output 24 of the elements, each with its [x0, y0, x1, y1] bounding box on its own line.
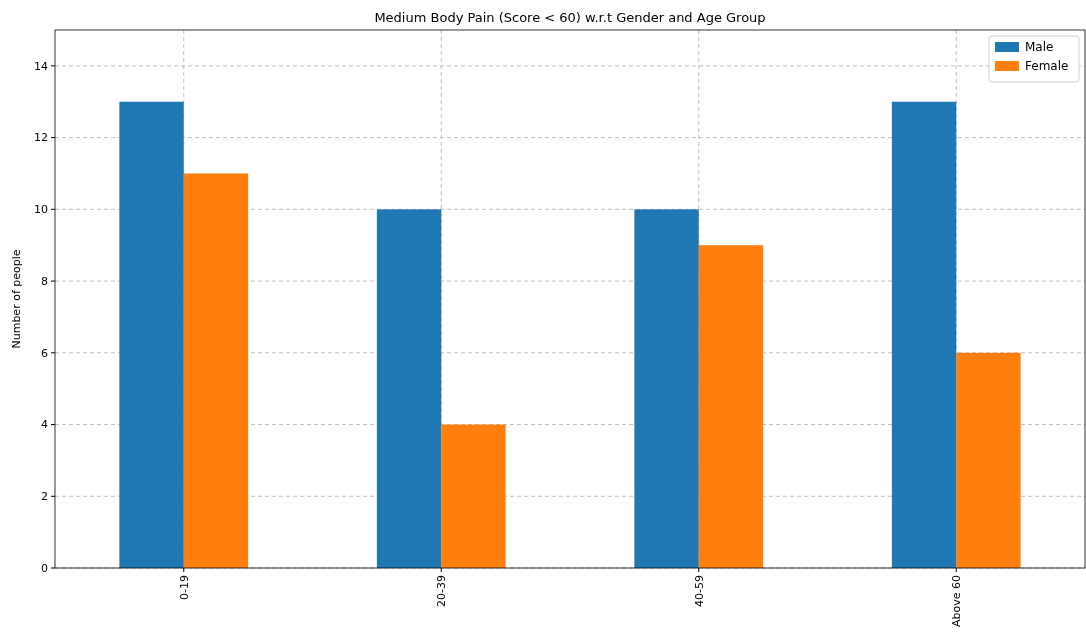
y-axis-title: Number of people — [10, 249, 23, 349]
y-tick-label: 14 — [34, 59, 48, 73]
bar — [441, 424, 506, 568]
bar — [891, 101, 957, 568]
bar — [634, 209, 699, 568]
y-tick-label: 8 — [41, 274, 48, 288]
chart-title: Medium Body Pain (Score < 60) w.r.t Gender and Age Group — [374, 10, 766, 25]
x-tick-label: 20-39 — [435, 575, 449, 607]
bar — [698, 245, 764, 568]
x-tick-label: 0-19 — [177, 575, 191, 600]
x-tick-label: Above 60 — [950, 575, 964, 628]
bar — [376, 209, 442, 568]
bar — [119, 101, 184, 568]
y-tick-label: 2 — [41, 490, 48, 504]
legend-label: Male — [1025, 40, 1054, 55]
x-tick-label: 40-59 — [692, 575, 706, 607]
y-tick-label: 6 — [41, 346, 48, 360]
bar — [956, 352, 1021, 568]
y-tick-label: 4 — [41, 418, 48, 432]
legend-label: Female — [1025, 59, 1069, 74]
y-tick-label: 10 — [34, 203, 48, 217]
y-tick-label: 12 — [34, 131, 48, 145]
y-tick-label: 0 — [41, 561, 48, 575]
bar — [183, 173, 249, 568]
